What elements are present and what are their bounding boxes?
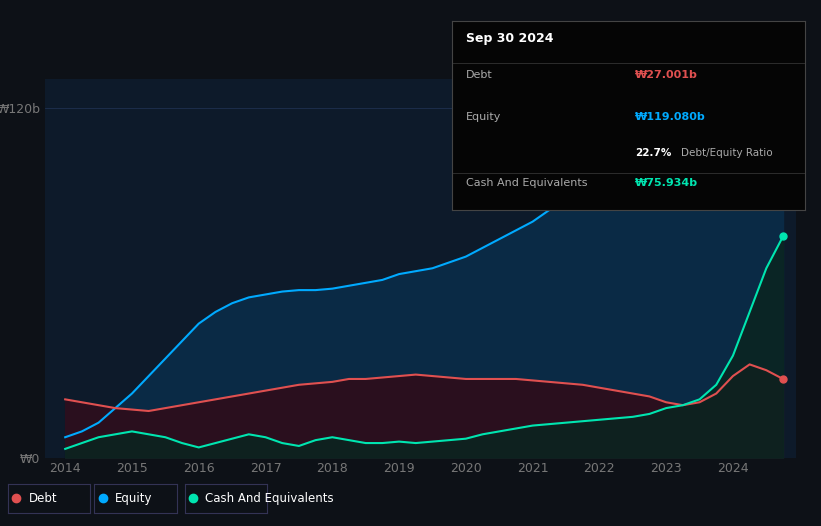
Text: Cash And Equivalents: Cash And Equivalents: [466, 178, 587, 188]
Text: Debt/Equity Ratio: Debt/Equity Ratio: [681, 148, 773, 158]
Text: Debt: Debt: [466, 70, 493, 80]
Text: ₩75.934b: ₩75.934b: [635, 178, 698, 188]
Text: Cash And Equivalents: Cash And Equivalents: [205, 492, 334, 505]
Text: Sep 30 2024: Sep 30 2024: [466, 33, 553, 45]
Text: 22.7%: 22.7%: [635, 148, 672, 158]
Text: ₩27.001b: ₩27.001b: [635, 70, 698, 80]
Text: ₩119.080b: ₩119.080b: [635, 112, 706, 122]
Text: Equity: Equity: [466, 112, 501, 122]
Text: Equity: Equity: [115, 492, 153, 505]
Text: Debt: Debt: [29, 492, 57, 505]
